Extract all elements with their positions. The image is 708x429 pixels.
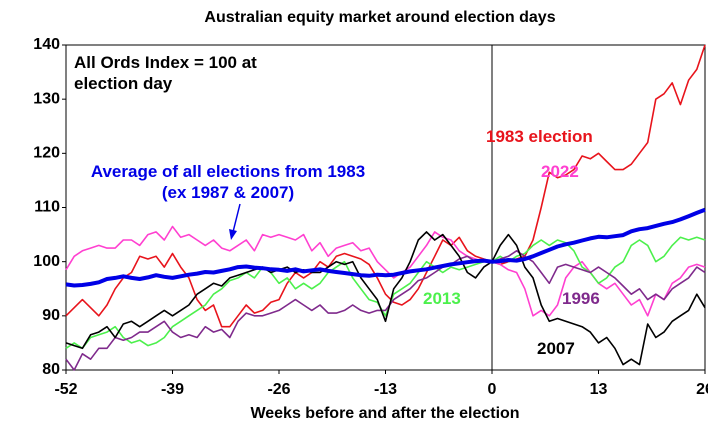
x-tick-label: -13 xyxy=(374,381,397,398)
y-tick-label: 90 xyxy=(42,307,60,324)
arrow-line xyxy=(232,203,241,233)
y-tick-label: 110 xyxy=(34,199,60,216)
chart-title: Australian equity market around election… xyxy=(204,9,555,26)
series-line xyxy=(65,250,706,371)
series-line xyxy=(65,231,706,366)
x-tick-label: -52 xyxy=(54,381,77,398)
x-tick-label: -26 xyxy=(267,381,290,398)
series-line xyxy=(65,44,706,328)
x-tick-label: -39 xyxy=(161,381,184,398)
series-label: 2022 xyxy=(541,162,579,181)
x-tick-label: 26 xyxy=(696,381,708,398)
x-tick-label: 13 xyxy=(590,381,608,398)
annotation: All Ords Index = 100 at election day xyxy=(74,53,257,93)
series-line xyxy=(65,236,706,350)
x-tick-label: 0 xyxy=(488,381,497,398)
series-label: Average of all elections from 1983 (ex 1… xyxy=(90,162,366,202)
y-tick-label: 130 xyxy=(33,90,60,107)
series-label: 1996 xyxy=(562,289,600,308)
series-label: 1983 election xyxy=(486,127,593,146)
arrow-head xyxy=(229,229,237,240)
y-tick-label: 100 xyxy=(33,253,60,270)
y-tick-label: 80 xyxy=(42,361,60,378)
series-label: 2007 xyxy=(537,339,575,358)
series-line xyxy=(65,207,706,288)
series-group xyxy=(65,44,706,371)
series-label: 2013 xyxy=(423,289,461,308)
y-tick-label: 140 xyxy=(33,36,60,53)
x-axis-label: Weeks before and after the election xyxy=(250,405,519,422)
y-tick-label: 120 xyxy=(33,145,60,162)
